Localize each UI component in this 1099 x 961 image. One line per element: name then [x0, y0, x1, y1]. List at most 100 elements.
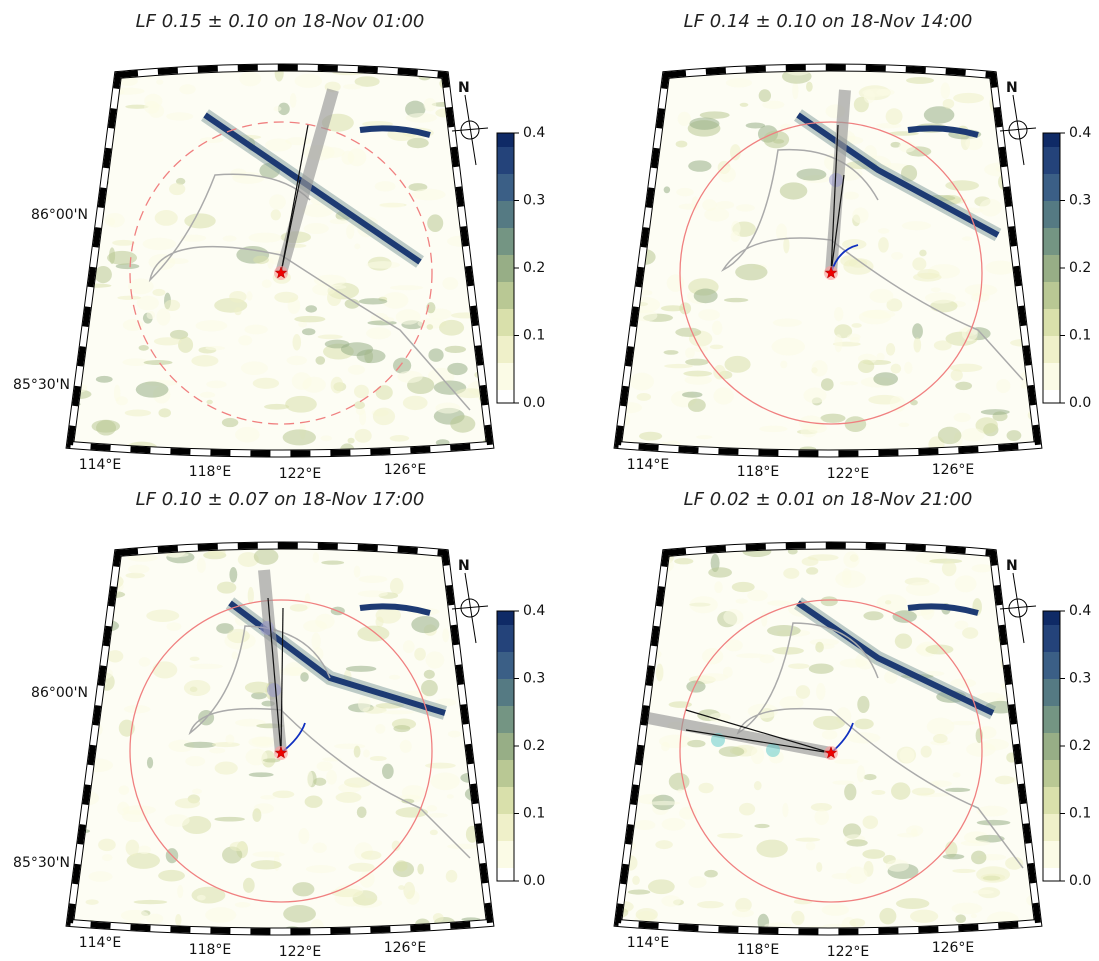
ice-texture: [343, 84, 362, 89]
ice-texture: [390, 435, 409, 442]
ice-texture: [212, 742, 240, 747]
ice-texture: [971, 851, 986, 865]
ice-texture: [852, 207, 868, 223]
ice-texture: [981, 409, 1010, 415]
ice-texture: [215, 762, 238, 775]
ice-texture: [724, 356, 750, 373]
ice-texture: [724, 298, 748, 302]
ice-texture: [366, 327, 391, 339]
ice-texture: [126, 840, 140, 856]
ice-texture: [165, 814, 190, 827]
ice-texture: [107, 650, 123, 662]
ice-texture: [158, 870, 185, 882]
colorbar-step: [497, 679, 514, 693]
ice-texture: [248, 587, 254, 604]
ice-texture: [931, 288, 941, 293]
ice-texture: [622, 781, 628, 796]
ice-texture: [1019, 69, 1051, 74]
ice-texture: [634, 138, 653, 153]
ice-texture: [965, 136, 982, 150]
ice-texture: [424, 98, 437, 111]
ice-texture: [465, 633, 495, 651]
ice-texture: [205, 346, 225, 350]
ice-texture: [606, 183, 628, 199]
colorbar-step: [1043, 854, 1060, 868]
ice-texture: [689, 596, 717, 613]
ice-texture: [442, 277, 458, 290]
ice-texture: [331, 377, 344, 394]
ice-texture: [260, 795, 276, 799]
ice-texture: [761, 611, 767, 626]
ice-texture: [292, 882, 314, 896]
ice-texture: [945, 180, 979, 190]
ice-texture: [815, 642, 824, 653]
lat-label: 86°00'N: [31, 685, 88, 701]
ice-texture: [79, 611, 102, 625]
ice-texture: [977, 820, 1011, 826]
ice-texture: [736, 599, 748, 604]
lon-label: 126°E: [384, 462, 427, 478]
ice-texture: [634, 820, 656, 830]
ice-texture: [842, 568, 852, 585]
ice-texture: [955, 382, 972, 391]
ice-texture: [747, 590, 768, 601]
ice-texture: [225, 734, 234, 743]
ice-texture: [751, 746, 764, 764]
ice-texture: [843, 551, 859, 568]
ice-texture: [929, 780, 952, 787]
colorbar-step: [1043, 133, 1060, 147]
colorbar-tick-label: 0.0: [523, 395, 545, 411]
ice-texture: [955, 621, 969, 630]
ice-texture: [382, 764, 394, 779]
lon-label: 118°E: [189, 942, 232, 958]
ice-texture: [253, 851, 285, 857]
ice-texture: [398, 885, 405, 890]
ice-texture: [927, 718, 955, 736]
colorbar-tick-label: 0.1: [523, 806, 545, 822]
ice-texture: [471, 587, 485, 596]
ice-texture: [274, 292, 298, 303]
ice-texture: [446, 870, 458, 883]
colorbar-step: [1043, 255, 1060, 269]
ice-texture: [426, 651, 445, 668]
colorbar-step: [1043, 679, 1060, 693]
ice-texture: [287, 356, 307, 365]
ice-texture: [806, 842, 815, 851]
ice-texture: [184, 680, 210, 696]
lon-label: 122°E: [279, 466, 322, 482]
ice-texture: [148, 104, 164, 118]
map-panel: LF 0.02 ± 0.01 on 18-Nov 21:00N86°00'N85…: [601, 489, 1099, 960]
ice-texture: [696, 435, 712, 439]
ice-texture: [493, 71, 502, 79]
ice-texture: [86, 899, 99, 904]
ice-texture: [849, 918, 865, 927]
ice-texture: [639, 61, 657, 75]
ice-texture: [648, 879, 675, 894]
ice-texture: [985, 261, 1015, 275]
ice-texture: [427, 324, 434, 330]
ice-texture: [862, 310, 895, 319]
ice-texture: [891, 782, 910, 799]
ice-texture: [262, 280, 272, 289]
ice-texture: [197, 895, 206, 901]
ice-texture: [913, 273, 942, 282]
ice-texture: [145, 56, 152, 70]
ice-texture: [897, 833, 919, 838]
ice-texture: [197, 558, 206, 573]
ice-texture: [122, 805, 156, 814]
ice-texture: [348, 365, 365, 375]
ice-texture: [788, 663, 809, 669]
ice-texture: [87, 584, 109, 598]
ice-texture: [363, 749, 370, 757]
ice-texture: [943, 854, 965, 860]
ice-texture: [370, 756, 387, 761]
ice-texture: [430, 772, 459, 790]
colorbar-step: [1043, 214, 1060, 228]
ice-texture: [290, 604, 308, 612]
ice-texture: [736, 653, 765, 658]
ice-texture: [735, 264, 767, 281]
ice-texture: [230, 168, 246, 178]
ice-texture: [806, 567, 818, 575]
ice-texture: [107, 251, 137, 265]
ice-texture: [950, 364, 982, 372]
